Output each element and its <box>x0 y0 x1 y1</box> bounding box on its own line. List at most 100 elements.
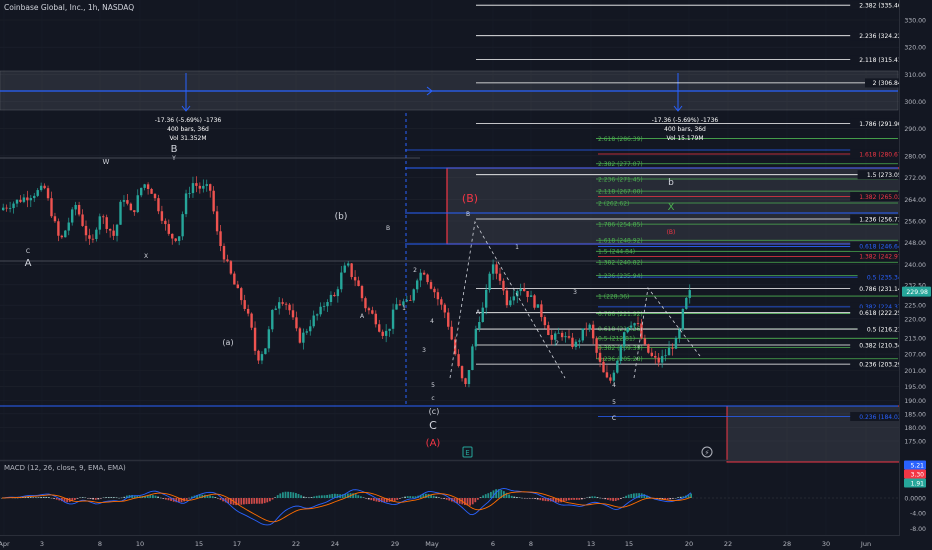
macd-hist-bar <box>219 498 222 500</box>
macd-hist-bar <box>146 495 149 498</box>
macd-hist-bar <box>521 497 523 499</box>
macd-hist-bar <box>170 498 172 501</box>
macd-hist-bar <box>373 498 375 501</box>
macd-value-badge <box>904 478 926 488</box>
fib-label: 0.382 (210.34) <box>859 342 904 349</box>
candle <box>595 336 598 359</box>
candle <box>429 279 433 290</box>
macd-hist-bar <box>24 496 27 498</box>
macd-hist-bar <box>256 498 258 504</box>
fib-label-bg <box>850 31 906 41</box>
macd-hist-bar <box>477 498 479 500</box>
macd-hist-bar <box>224 498 227 503</box>
candle <box>50 191 53 218</box>
fib-label-bg <box>850 412 906 422</box>
macd-hist-bar <box>336 493 339 498</box>
macd-hist-bar <box>609 498 612 501</box>
candle <box>560 330 564 341</box>
candle <box>550 330 553 345</box>
fib-label: 1.382 (242.97) <box>859 254 904 261</box>
macd-hist-bar <box>253 498 256 504</box>
candle <box>298 326 302 344</box>
candle <box>426 273 429 285</box>
candle <box>164 218 167 231</box>
wave-label: b <box>668 178 674 188</box>
price-axis[interactable]: 330.00 320.00 310.00 300.00 290.00 280.00 272.… <box>902 18 931 446</box>
macd-hist-bar <box>643 494 646 498</box>
macd-hist-bar <box>471 498 474 505</box>
dashed-path-2 <box>633 287 701 379</box>
candle <box>464 377 467 387</box>
measure-text: -17.36 (-5.69%) -1736 <box>155 117 222 124</box>
macd-hist-bar <box>438 497 440 498</box>
candle <box>260 351 264 365</box>
wave-label: 2 <box>413 267 417 274</box>
time-tick-label: 20 <box>685 540 693 548</box>
time-axis[interactable]: Apr 3 8 10 15 17 22 24 29 May 6 8 13 15 20 22 28 30 Jun <box>0 540 871 548</box>
wave-label: (b) <box>335 212 348 222</box>
candle <box>43 183 46 190</box>
candle <box>485 284 488 315</box>
fib-label: 1 (228.36) <box>598 293 629 300</box>
macd-hist-bar <box>328 494 331 498</box>
candle <box>502 278 505 295</box>
candle <box>319 302 322 317</box>
fib-label-bg <box>850 214 906 224</box>
candle <box>495 261 498 280</box>
macd-value-label: 3.30 <box>911 471 925 478</box>
candle <box>598 346 602 368</box>
macd-hist-bar <box>682 496 685 498</box>
lightning-icon <box>701 446 713 458</box>
candle <box>681 308 685 332</box>
candle <box>574 339 578 350</box>
candle <box>122 195 126 207</box>
event-icons: E ⚡ <box>462 446 713 458</box>
macd-hist-bar <box>505 492 508 498</box>
candle <box>171 233 174 245</box>
macd-pane <box>0 488 898 526</box>
macd-hist-bar <box>284 491 287 498</box>
macd-hist-bar <box>235 498 237 506</box>
candle <box>129 202 133 211</box>
macd-hist-bar <box>48 497 50 498</box>
macd-hist-bar <box>687 494 690 498</box>
macd-hist-bar <box>326 494 328 498</box>
candle <box>2 203 5 211</box>
candle <box>447 308 450 330</box>
macd-hist-bar <box>305 497 308 498</box>
macd-hist-bar <box>45 496 48 498</box>
macd-hist-bar <box>466 498 469 506</box>
macd-hist-bar <box>287 491 289 498</box>
macd-hist-bar <box>425 493 427 498</box>
macd-tick-label: 0.0000 <box>904 496 926 503</box>
macd-hist-bar <box>555 498 557 503</box>
candle <box>629 321 633 330</box>
macd-hist-bar <box>266 498 269 503</box>
macd-axis[interactable]: 4.000.0000-4.00-8.005.213.301.91 <box>904 460 926 533</box>
candle <box>291 303 295 321</box>
macd-hist-bar <box>672 498 674 499</box>
candle <box>22 194 26 204</box>
candle <box>312 310 315 329</box>
fib-label: 2.236 (271.45) <box>598 176 643 183</box>
macd-hist-bar <box>669 498 672 500</box>
candles <box>2 176 691 388</box>
dashed-path-1 <box>449 220 566 379</box>
macd-hist-bar <box>638 493 640 498</box>
candle <box>91 234 95 243</box>
candle <box>626 327 629 334</box>
wave-label: 3 <box>573 289 577 296</box>
fib-label: 2.236 (324.22) <box>859 33 904 40</box>
candle <box>274 305 277 311</box>
macd-hist-bar <box>289 491 292 498</box>
candle <box>591 320 595 345</box>
macd-hist-bar <box>464 498 466 505</box>
macd-hist-bar <box>479 497 482 498</box>
macd-hist-bar <box>516 497 518 498</box>
candle <box>195 176 198 193</box>
candle <box>315 313 319 321</box>
macd-hist-bar <box>97 498 100 500</box>
candle <box>302 328 305 350</box>
candle <box>409 295 412 301</box>
candle <box>67 217 70 236</box>
